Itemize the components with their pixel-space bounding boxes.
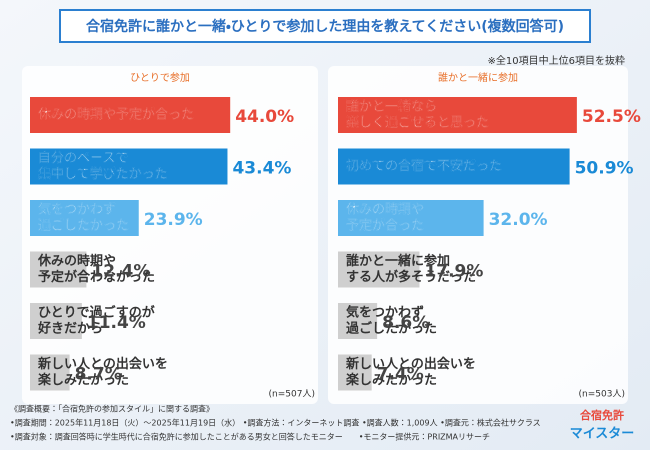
value-label: 12.4% — [91, 262, 150, 282]
bar — [338, 148, 570, 185]
category-label: 新しい人との出会いを — [37, 356, 168, 372]
category-label: 自分のペースで — [38, 150, 128, 166]
bar — [338, 97, 577, 133]
bar — [30, 148, 228, 185]
footer-line: •調査対象：調査回答時に学生時代に合宿免許に参加したことがある男女と回答したモニ… — [10, 432, 490, 442]
footer-line: •調査期間：2025年11月18日（火）～2025年11月19日（水） •調査方… — [10, 418, 541, 428]
value-label: 8.7% — [75, 365, 122, 385]
bar — [30, 251, 87, 288]
category-label: 気をつかわず — [38, 202, 116, 218]
value-label: 23.9% — [144, 210, 203, 230]
logo-text: マイスター — [570, 427, 635, 442]
category-label: 楽しく過ごせると思った — [345, 115, 489, 131]
category-label: 誰かと一緒なら — [346, 99, 437, 115]
category-label: 好きだから — [38, 321, 103, 337]
bar — [338, 200, 484, 236]
value-label: 32.0% — [489, 210, 548, 230]
bar — [338, 251, 420, 288]
bar — [30, 303, 82, 339]
value-label: 52.5% — [582, 107, 641, 127]
category-label: ひとりで過ごすのが — [38, 305, 155, 321]
category-label: 初めての合宿で不安だった — [345, 158, 502, 174]
category-label: 新しい人との出会いを — [345, 356, 476, 372]
bar — [338, 303, 378, 339]
category-label: 予定が合った — [346, 218, 424, 234]
category-label: 休みの時期や — [37, 253, 116, 269]
value-label: 17.9% — [424, 262, 483, 282]
bar — [30, 200, 139, 236]
category-label: 予定が合わなかった — [38, 269, 155, 285]
bar — [30, 97, 231, 133]
logo-text: 合宿免許 — [579, 408, 624, 422]
value-label: 50.9% — [575, 159, 634, 179]
note: ※全10項目中上位6項目を抜粋 — [488, 54, 625, 67]
bar — [338, 354, 372, 391]
value-label: 7.4% — [377, 365, 424, 385]
category-label: 集中して学びたかった — [37, 166, 168, 182]
category-label: 過ごしたかった — [346, 321, 437, 337]
category-label: 楽しみたかった — [345, 372, 437, 388]
category-label: する人が多そうだった — [346, 269, 476, 285]
category-label: 誰かと一緒に参加 — [346, 253, 450, 269]
category-label: 楽しみたかった — [37, 372, 129, 388]
footer-line: 《調査概要：「合宿免許の参加スタイル」に関する調査》 — [10, 404, 214, 414]
n-label: (n=507人) — [269, 390, 315, 400]
panel-subtitle: ひとりで参加 — [130, 72, 190, 84]
value-label: 11.4% — [87, 313, 146, 333]
title-box — [59, 9, 591, 43]
bar — [30, 354, 70, 391]
value-label: 8.6% — [382, 313, 429, 333]
category-label: 休みの時期や — [345, 202, 424, 218]
category-label: 気をつかわず — [346, 305, 424, 321]
n-label: (n=503人) — [579, 390, 625, 400]
value-label: 43.4% — [232, 159, 291, 179]
value-label: 44.0% — [235, 107, 294, 127]
category-label: 過ごしたかった — [38, 218, 129, 234]
panel-subtitle: 誰かと一緒に参加 — [438, 71, 518, 84]
title: 合宿免許に誰かと一緒・ひとりで参加した理由を教えてください(複数回答可) — [86, 18, 564, 35]
category-label: 休みの時期や予定が合った — [37, 107, 194, 123]
